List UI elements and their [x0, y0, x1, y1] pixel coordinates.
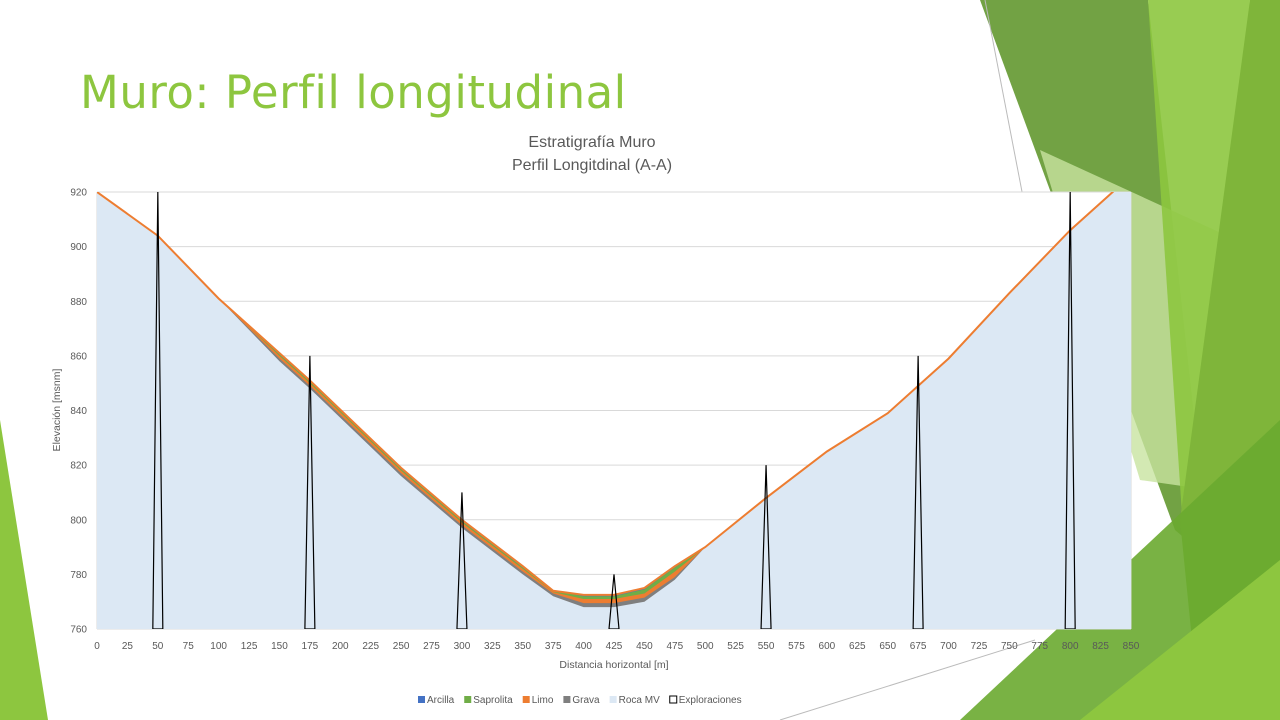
x-tick-575: 575: [788, 641, 805, 652]
x-tick-375: 375: [545, 641, 562, 652]
y-tick-900: 900: [70, 242, 87, 253]
legend-label-grava: Grava: [572, 695, 600, 706]
surface-line: [97, 192, 1115, 596]
x-tick-550: 550: [758, 641, 775, 652]
x-tick-775: 775: [1031, 641, 1048, 652]
borehole-675: [912, 355, 924, 629]
legend-label-exploraciones: Exploraciones: [679, 695, 742, 706]
x-tick-250: 250: [393, 641, 410, 652]
legend-swatch-roca-mv: [609, 696, 617, 703]
x-tick-150: 150: [271, 641, 288, 652]
exploraciones-series: [152, 192, 1076, 629]
x-tick-175: 175: [302, 641, 319, 652]
x-tick-125: 125: [241, 641, 258, 652]
x-tick-600: 600: [819, 641, 836, 652]
slide-title: Muro: Perfil longitudinal: [80, 66, 627, 119]
x-tick-525: 525: [727, 641, 744, 652]
x-axis-label: Distancia horizontal [m]: [559, 659, 668, 671]
x-tick-25: 25: [122, 641, 134, 652]
x-tick-300: 300: [454, 641, 471, 652]
legend-swatch-limo: [522, 696, 530, 703]
y-tick-800: 800: [70, 515, 87, 526]
x-tick-325: 325: [484, 641, 501, 652]
x-tick-225: 225: [362, 641, 379, 652]
x-tick-675: 675: [910, 641, 927, 652]
x-tick-450: 450: [636, 641, 653, 652]
chart-subtitle: Perfil Longitdinal (A-A): [512, 157, 672, 174]
borehole-425: [608, 574, 620, 629]
x-tick-625: 625: [849, 641, 866, 652]
legend-swatch-grava: [563, 696, 571, 703]
borehole-175: [304, 355, 316, 629]
x-tick-750: 750: [1001, 641, 1018, 652]
x-tick-400: 400: [575, 641, 592, 652]
legend-swatch-arcilla: [418, 696, 425, 703]
legend-swatch-exploraciones: [669, 695, 678, 704]
x-tick-275: 275: [423, 641, 440, 652]
x-tick-825: 825: [1092, 641, 1109, 652]
x-tick-650: 650: [879, 641, 896, 652]
x-tick-500: 500: [697, 641, 714, 652]
y-tick-760: 760: [70, 625, 87, 636]
legend-label-roca-mv: Roca MV: [619, 695, 660, 706]
borehole-50: [152, 192, 164, 629]
x-tick-850: 850: [1123, 641, 1140, 652]
legend-swatch-saprolita: [464, 696, 472, 703]
x-tick-50: 50: [152, 641, 164, 652]
borehole-550: [760, 465, 772, 629]
x-tick-475: 475: [666, 641, 683, 652]
x-tick-800: 800: [1062, 641, 1079, 652]
area-roca-mv: [97, 192, 1131, 629]
x-tick-0: 0: [94, 641, 100, 652]
y-tick-860: 860: [70, 351, 87, 362]
y-tick-840: 840: [70, 406, 87, 417]
y-tick-780: 780: [70, 570, 87, 581]
borehole-800: [1064, 192, 1076, 629]
x-tick-200: 200: [332, 641, 349, 652]
x-tick-700: 700: [940, 641, 957, 652]
x-tick-labels: 0 25 50 75 100 125 150 175 200 225 250 275 300 325 350…: [94, 641, 1140, 652]
legend-label-arcilla: Arcilla: [427, 695, 455, 706]
y-tick-880: 880: [70, 297, 87, 308]
x-tick-350: 350: [514, 641, 531, 652]
legend-label-limo: Limo: [532, 695, 554, 706]
legend: Arcilla Saprolita Limo Grava Roca MV Explorac…: [418, 695, 742, 706]
deco-shape-left: [0, 420, 48, 720]
x-tick-100: 100: [210, 641, 227, 652]
y-tick-920: 920: [70, 188, 87, 199]
borehole-300: [456, 492, 468, 629]
x-tick-75: 75: [183, 641, 195, 652]
x-tick-425: 425: [606, 641, 623, 652]
y-tick-labels: 760 780 800 820 840 860 880 900 920: [70, 188, 87, 636]
legend-label-saprolita: Saprolita: [473, 695, 513, 706]
x-tick-725: 725: [971, 641, 988, 652]
deco-shape-bottom-right-light: [1080, 560, 1280, 720]
chart-title: Estratigrafía Muro: [528, 134, 655, 151]
y-tick-820: 820: [70, 461, 87, 472]
y-axis-label: Elevación [msnm]: [51, 368, 63, 451]
deco-line-2: [779, 639, 1036, 720]
area-series: [97, 192, 1131, 629]
